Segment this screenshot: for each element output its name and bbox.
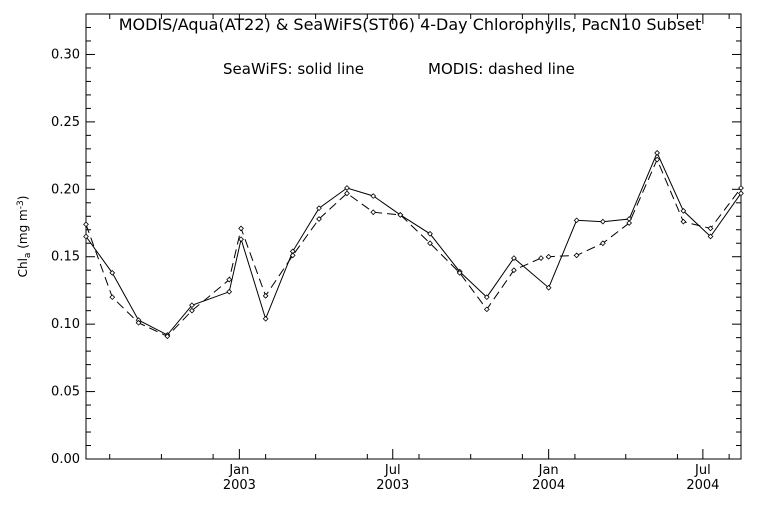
y-tick-label: 0.30: [51, 47, 80, 62]
data-point-marker: [680, 208, 687, 214]
data-point-marker: [370, 193, 377, 199]
data-point-marker: [707, 225, 714, 232]
data-point-marker: [262, 315, 269, 322]
data-point-marker: [483, 294, 490, 301]
data-point-marker: [316, 205, 322, 212]
y-label-units: (mg m: [16, 209, 30, 252]
data-point-marker: [316, 216, 322, 222]
series-line-solid: [85, 151, 742, 336]
data-point-marker: [738, 185, 744, 191]
data-point-marker: [573, 217, 580, 224]
data-point-marker: [707, 233, 714, 240]
data-point-marker: [738, 190, 744, 197]
data-point-marker: [109, 270, 116, 276]
data-point-marker: [226, 288, 233, 295]
data-point-marker: [545, 284, 552, 291]
data-point-marker: [164, 333, 171, 340]
series-dashed: [83, 156, 744, 340]
data-point-marker: [626, 220, 633, 226]
plot-frame: [85, 13, 742, 460]
annotation-modis: MODIS: dashed line: [428, 60, 575, 78]
data-point-marker: [109, 294, 116, 301]
y-tick-label: 0.25: [51, 115, 80, 130]
data-point-marker: [483, 306, 490, 313]
data-point-marker: [427, 240, 433, 247]
data-point-marker: [456, 270, 463, 276]
y-tick-label: 0.15: [51, 250, 80, 265]
data-point-marker: [600, 218, 606, 225]
data-point-marker: [344, 185, 350, 191]
series-line-dashed: [85, 158, 742, 337]
x-tick-month-label: Jan: [538, 463, 559, 478]
data-point-marker: [545, 253, 552, 260]
data-point-marker: [600, 240, 606, 247]
data-point-marker: [573, 252, 580, 259]
data-point-marker: [511, 267, 517, 274]
series-solid: [83, 150, 744, 338]
data-point-marker: [397, 212, 404, 218]
y-label-subscript: a: [23, 253, 33, 259]
x-tick-year-label: 2004: [686, 478, 719, 493]
data-point-marker: [538, 255, 544, 261]
x-tick-month-label: Jul: [694, 463, 711, 478]
y-tick-label: 0.20: [51, 182, 80, 197]
plot-axes: [85, 13, 742, 460]
x-tick-month-label: Jan: [228, 463, 249, 478]
annotation-seawifs: SeaWiFS: solid line: [223, 60, 364, 78]
y-label-close: ): [16, 196, 30, 201]
y-tick-label: 0.10: [51, 317, 80, 332]
data-point-marker: [135, 319, 142, 326]
y-axis-label-text: Chla (mg m-3): [16, 196, 33, 278]
data-point-marker: [83, 221, 89, 228]
x-tick-year-label: 2003: [223, 478, 256, 493]
data-point-marker: [680, 218, 687, 225]
data-series: [83, 150, 744, 340]
data-point-marker: [370, 209, 377, 216]
data-point-marker: [654, 156, 660, 163]
data-point-marker: [189, 307, 195, 314]
x-tick-month-label: Jul: [384, 463, 401, 478]
data-point-marker: [226, 276, 233, 283]
data-point-marker: [344, 190, 350, 197]
data-point-marker: [289, 252, 296, 259]
data-point-marker: [238, 225, 244, 232]
chart-title: MODIS/Aqua(AT22) & SeaWiFS(ST06) 4-Day C…: [119, 15, 702, 34]
y-label-base: Chl: [16, 258, 30, 277]
data-point-marker: [511, 255, 517, 261]
y-label-superscript: -3: [16, 200, 26, 209]
data-point-marker: [654, 150, 660, 156]
y-tick-label: 0.00: [51, 452, 80, 467]
data-point-marker: [83, 233, 89, 240]
data-point-marker: [238, 236, 244, 243]
axis-ticks: 0.000.050.100.150.200.250.30Jan2003Jul20…: [51, 13, 741, 493]
y-tick-label: 0.05: [51, 385, 80, 400]
data-point-marker: [262, 292, 269, 299]
y-axis-label: Chla (mg m-3): [16, 196, 33, 278]
data-point-marker: [427, 230, 433, 237]
x-tick-year-label: 2003: [376, 478, 409, 493]
x-tick-year-label: 2004: [532, 478, 565, 493]
data-point-marker: [189, 302, 195, 309]
